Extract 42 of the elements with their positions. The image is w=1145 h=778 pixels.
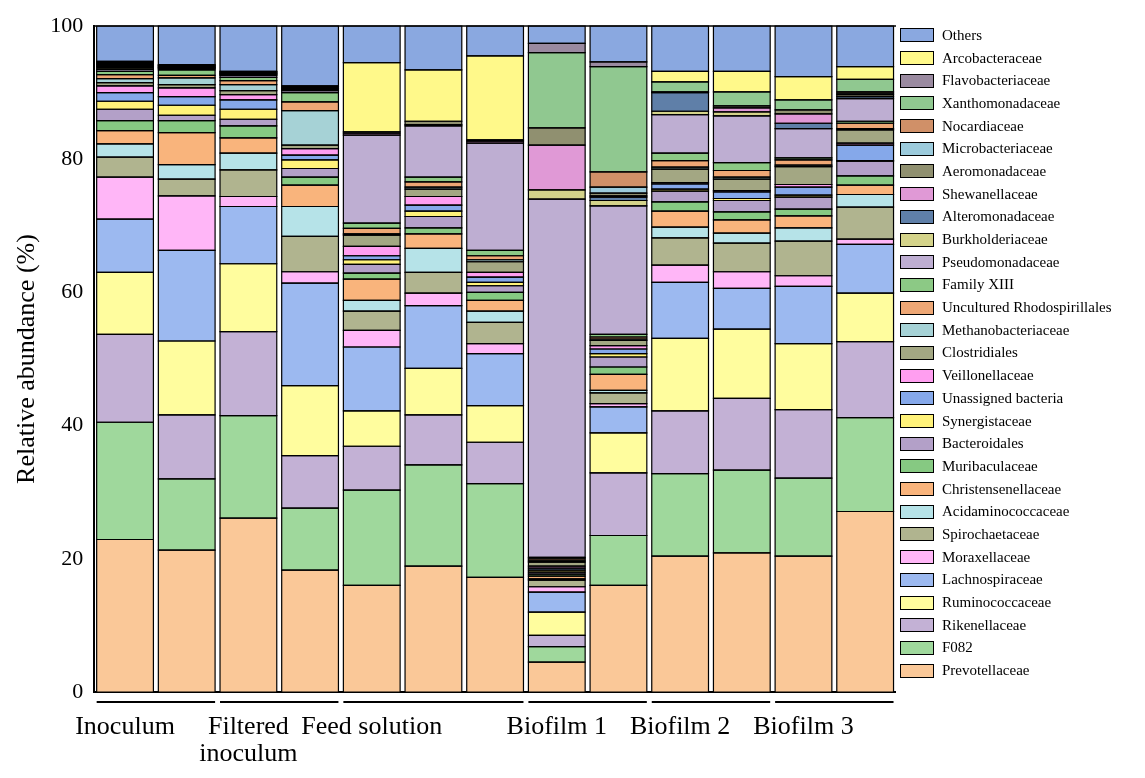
y-axis-title: Relative abundance (%) xyxy=(11,234,41,484)
y-tick-label: 100 xyxy=(50,11,84,37)
x-tick-label: Biofilm 2 xyxy=(629,710,731,740)
legend-label: Aeromonadaceae xyxy=(942,162,1047,180)
legend-label: F082 xyxy=(942,639,973,657)
legend-label: Microbacteriaceae xyxy=(942,140,1053,158)
legend-label: Synergistaceae xyxy=(942,412,1032,430)
legend-label: Clostridiales xyxy=(942,344,1018,362)
legend-label: Moraxellaceae xyxy=(942,548,1031,566)
legend-label: Lachnospiraceae xyxy=(942,571,1043,589)
legend-label: Ruminococcaceae xyxy=(942,594,1052,612)
legend-label: Christensenellaceae xyxy=(942,480,1062,498)
legend-label: Pseudomonadaceae xyxy=(942,253,1060,271)
x-tick-label: Feed solution xyxy=(301,710,443,740)
legend-label: Alteromonadaceae xyxy=(942,208,1055,226)
legend-label: Others xyxy=(942,26,982,44)
legend-label: Rikenellaceae xyxy=(942,616,1027,634)
legend-label: Burkholderiaceae xyxy=(942,231,1048,249)
legend-label: Uncultured Rhodospirillales xyxy=(942,299,1112,317)
legend-label: Methanobacteriaceae xyxy=(942,321,1070,339)
legend-label: Nocardiaceae xyxy=(942,117,1024,135)
legend-label: Arcobacteraceae xyxy=(942,49,1042,67)
y-tick-label: 0 xyxy=(72,677,84,703)
y-tick-label: 20 xyxy=(61,544,84,570)
legend-label: Veillonellaceae xyxy=(942,367,1034,385)
x-tick-label: Biofilm 3 xyxy=(753,710,854,740)
legend-label: Bacteroidales xyxy=(942,435,1024,453)
x-tick-label: Inoculum xyxy=(75,710,175,740)
x-tick-label: Biofilm 1 xyxy=(506,710,607,740)
legend-label: Shewanellaceae xyxy=(942,185,1038,203)
legend-label: Spirochaetaceae xyxy=(942,525,1040,543)
legend-label: Acidaminococcaceae xyxy=(942,503,1070,521)
y-tick-label: 80 xyxy=(61,144,84,170)
legend-label: Flavobacteriaceae xyxy=(942,72,1051,90)
legend-label: Unassigned bacteria xyxy=(942,389,1064,407)
legend-label: Xanthomonadaceae xyxy=(942,94,1061,112)
x-tick-label: Filtered inoculum xyxy=(199,710,298,767)
legend-label: Prevotellaceae xyxy=(942,662,1030,680)
legend-label: Family XIII xyxy=(942,276,1015,294)
legend-label: Muribaculaceae xyxy=(942,457,1038,475)
y-tick-label: 60 xyxy=(61,278,84,304)
y-tick-label: 40 xyxy=(61,411,84,437)
